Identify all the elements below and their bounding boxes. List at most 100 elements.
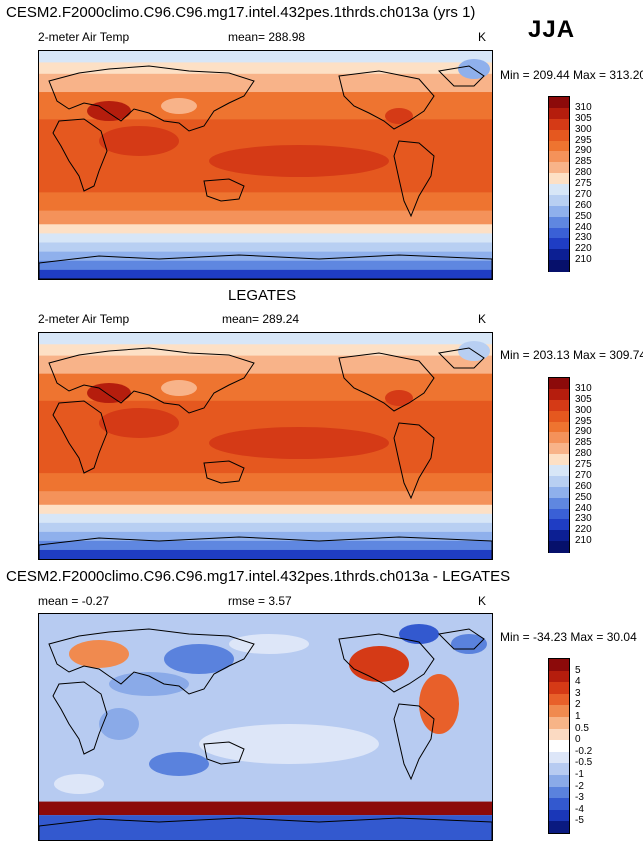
map-blob xyxy=(54,774,104,794)
panel3-mean: mean = -0.27 xyxy=(38,594,110,608)
map-blob xyxy=(99,126,179,156)
map-band xyxy=(39,62,492,75)
panel1-variable: 2-meter Air Temp xyxy=(38,30,130,44)
map-band xyxy=(39,192,492,212)
colorbar-swatch xyxy=(549,443,569,455)
colorbar-swatch xyxy=(549,378,569,390)
panel3-map xyxy=(38,613,493,841)
map-band xyxy=(39,224,492,234)
colorbar-swatch xyxy=(549,162,569,174)
map-blob xyxy=(209,427,389,459)
colorbar-tick-label: 270 xyxy=(575,188,592,200)
coastline xyxy=(48,347,255,414)
map-blob xyxy=(109,672,189,696)
map-band xyxy=(39,504,492,515)
colorbar-tick-label: 280 xyxy=(575,167,592,179)
panel2-mean: mean= 289.24 xyxy=(222,312,300,326)
coastline xyxy=(39,254,492,279)
colorbar-tick-label: 250 xyxy=(575,491,592,503)
colorbar-swatch xyxy=(549,421,569,433)
map-band xyxy=(39,210,492,225)
coastline xyxy=(52,118,108,192)
map-blob xyxy=(385,108,413,124)
colorbar-tick-label: 240 xyxy=(575,502,592,514)
map-band xyxy=(39,549,492,559)
colorbar-tick-label: 295 xyxy=(575,134,592,146)
colorbar-swatch xyxy=(549,809,569,822)
map-blob xyxy=(161,98,197,114)
map-band xyxy=(39,51,492,63)
coastline xyxy=(437,347,485,369)
panel2-map xyxy=(38,332,493,560)
colorbar-tick-label: 305 xyxy=(575,393,592,405)
colorbar-swatch xyxy=(549,216,569,228)
map-band xyxy=(39,540,492,551)
colorbar-tick-label: 275 xyxy=(575,459,592,470)
colorbar-swatch xyxy=(549,151,569,163)
colorbar-tick-label: 310 xyxy=(575,382,592,394)
colorbar-tick-label: 305 xyxy=(575,112,592,124)
coastline xyxy=(393,703,435,781)
map-band xyxy=(39,73,492,93)
map-band xyxy=(39,531,492,542)
colorbar-swatch xyxy=(549,432,569,444)
colorbar-tick-label: -1 xyxy=(575,769,584,780)
coastline xyxy=(203,741,245,765)
coastline xyxy=(338,633,435,693)
panel1-mean: mean= 288.98 xyxy=(228,30,306,44)
colorbar-swatch xyxy=(549,118,569,131)
colorbar-swatch xyxy=(549,693,569,706)
colorbar-swatch xyxy=(549,740,569,753)
colorbar-tick-label: -0.2 xyxy=(575,745,593,757)
map-blob xyxy=(69,640,129,668)
coastline xyxy=(203,178,245,202)
map-blob xyxy=(164,644,234,674)
panel2-colorbar: 310 305 300 295 290 285 280 275 270 260 250 240 230 2… xyxy=(548,377,592,553)
panel3-colorbar: 5 4 3 2 1 0.5 0 -0.2 -0.5 -1 -2 -3 -4 -5 xyxy=(548,658,592,834)
colorbar-tick-label: 5 xyxy=(575,664,581,676)
colorbar-swatch xyxy=(549,184,569,196)
coastline xyxy=(393,140,435,218)
panel1-map xyxy=(38,50,493,280)
map-blob xyxy=(209,145,389,177)
colorbar-swatch xyxy=(549,682,569,695)
colorbar-tick-label: 300 xyxy=(575,404,592,416)
map-band xyxy=(39,333,492,345)
colorbar-swatch xyxy=(549,530,569,542)
colorbar-swatch xyxy=(549,659,569,672)
map-band xyxy=(39,260,492,271)
season-label: JJA xyxy=(528,16,576,43)
colorbar-swatch xyxy=(549,486,569,499)
map-blob xyxy=(99,408,179,438)
colorbar-tick-label: -3 xyxy=(575,792,584,804)
colorbar-swatch xyxy=(549,107,569,120)
panel3-minmax: Min = -34.23 Max = 30.04 xyxy=(500,630,637,644)
coastline xyxy=(437,628,485,650)
map-blob xyxy=(199,724,379,764)
colorbar-swatch xyxy=(549,541,569,553)
colorbar-swatch xyxy=(549,763,569,776)
colorbar-swatch xyxy=(549,775,569,788)
colorbar-tick-label: 295 xyxy=(575,415,592,427)
colorbar-tick-label: 290 xyxy=(575,426,592,438)
colorbar-tick-label: 230 xyxy=(575,513,592,525)
colorbar-tick-label: 280 xyxy=(575,448,592,460)
colorbar-tick-label: 220 xyxy=(575,243,592,255)
colorbar-tick-label: -5 xyxy=(575,815,584,827)
colorbar-swatch xyxy=(549,238,569,250)
colorbar-swatch xyxy=(549,751,569,764)
map-band xyxy=(39,473,492,492)
colorbar-swatch xyxy=(549,227,569,239)
colorbar-tick-label: -4 xyxy=(575,803,584,815)
colorbar-swatch xyxy=(549,454,569,466)
colorbar-tick-label: 4 xyxy=(575,676,581,688)
coastline xyxy=(437,65,485,87)
colorbar-swatch xyxy=(549,173,569,185)
colorbar-swatch xyxy=(549,519,569,531)
panel2-units: K xyxy=(478,312,487,326)
map-band xyxy=(39,355,492,375)
map-blob xyxy=(399,624,439,644)
colorbar-tick-label: 300 xyxy=(575,123,592,135)
colorbar-tick-label: 2 xyxy=(575,699,581,711)
colorbar-swatch xyxy=(549,786,569,799)
